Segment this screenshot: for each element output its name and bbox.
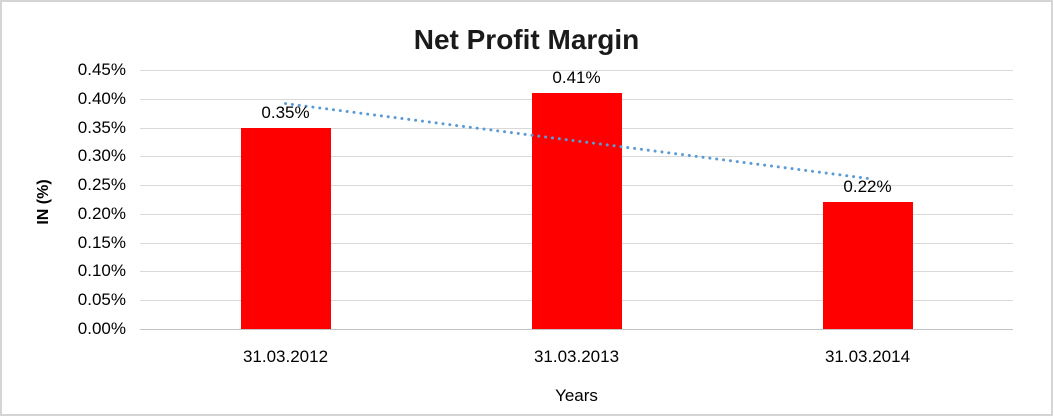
y-tick-label: 0.30%: [77, 146, 126, 166]
data-label: 0.41%: [552, 68, 601, 88]
chart-title: Net Profit Margin: [413, 24, 640, 55]
y-tick-label: 0.35%: [77, 117, 126, 137]
y-tick-label: 0.45%: [77, 60, 126, 79]
plot-area: 0.35% 0.41% 0.22%: [140, 68, 1013, 330]
y-tick-label: 0.05%: [77, 290, 126, 310]
x-tick-label: 31.03.2014: [824, 347, 911, 366]
y-tick-label: 0.25%: [77, 175, 126, 195]
x-axis-line: [140, 329, 1013, 330]
y-axis-tick-labels: 0.45% 0.40% 0.35% 0.30% 0.25% 0.20% 0.15% 0.10%…: [56, 0, 126, 416]
linear-trendline: [284, 102, 869, 180]
x-tick-label: 31.03.2013: [533, 347, 620, 366]
y-tick-label: 0.10%: [77, 261, 126, 281]
y-tick-label: 0.20%: [77, 203, 126, 223]
bar-31.03.2014: [822, 202, 913, 329]
y-tick-label: 0.40%: [77, 88, 126, 108]
y-tick-label: 0.15%: [77, 232, 126, 252]
x-tick-label: 31.03.2012: [242, 347, 329, 366]
data-label: 0.22%: [843, 177, 892, 197]
data-label: 0.35%: [261, 102, 310, 122]
y-axis-title: IN (%): [35, 179, 52, 225]
bar-31.03.2013: [531, 93, 622, 329]
gridline: [140, 70, 1013, 71]
y-tick-label: 0.00%: [77, 319, 126, 338]
bar-31.03.2012: [240, 127, 331, 329]
x-axis-title: Years: [555, 386, 598, 405]
